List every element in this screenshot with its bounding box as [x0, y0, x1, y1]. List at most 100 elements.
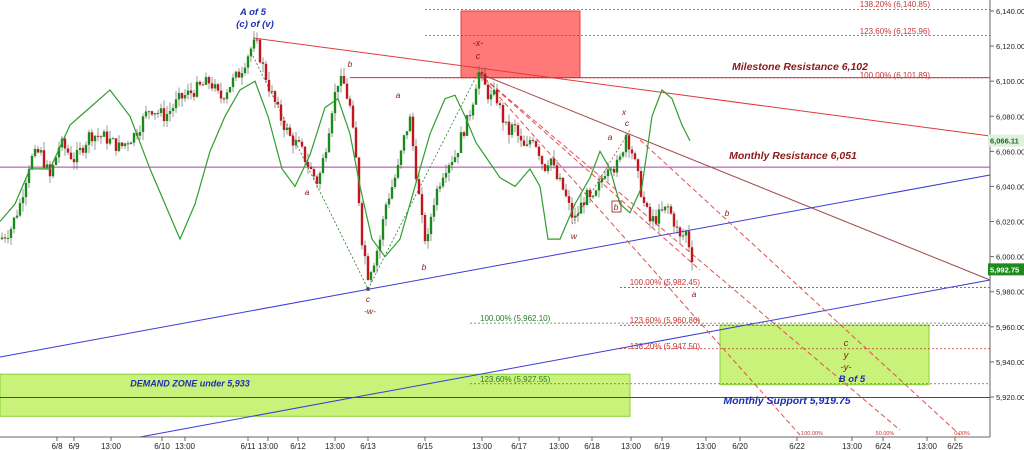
candle-body	[219, 90, 223, 99]
wave-label-4: a	[396, 90, 401, 100]
candle-body	[198, 81, 202, 85]
candle-body	[546, 165, 550, 172]
candle	[519, 128, 523, 148]
candle	[234, 70, 238, 82]
candle	[507, 114, 511, 144]
candle-body	[165, 113, 169, 122]
candle	[24, 179, 28, 206]
wave-label-9: c	[476, 51, 481, 61]
candle-body	[222, 98, 226, 100]
candle	[303, 146, 307, 166]
candle-body	[90, 132, 94, 142]
candle-body	[144, 111, 148, 117]
wave-label-16: a	[692, 289, 697, 299]
candle-body	[378, 239, 382, 251]
candle-body	[366, 256, 370, 280]
candle	[459, 126, 463, 154]
wave-label-12: a	[608, 132, 613, 142]
candle	[651, 209, 655, 228]
candle-body	[690, 247, 694, 263]
candle	[18, 198, 22, 218]
candle	[6, 230, 10, 244]
candle	[684, 229, 688, 243]
candle-body	[606, 169, 610, 177]
candle-body	[564, 189, 568, 197]
candle-body	[294, 140, 298, 146]
indicator-price-tag-box	[988, 134, 1024, 147]
candle	[204, 72, 208, 86]
candle	[3, 233, 7, 243]
wave-label-20: B of 5	[839, 374, 866, 385]
candle-body	[480, 72, 484, 74]
candle	[321, 153, 325, 174]
candle	[633, 151, 637, 161]
fib-label-7: 123.60% (5,927.55)	[480, 375, 551, 384]
fib-label-2: 100.00% (6,101.89)	[860, 71, 931, 80]
candle	[387, 193, 391, 209]
wave-label-18: y	[843, 350, 850, 361]
candle-body	[228, 87, 232, 93]
x-tick-label: 6/17	[511, 442, 527, 450]
candle-body	[63, 138, 67, 149]
candle	[177, 87, 181, 107]
candle-body	[471, 104, 475, 116]
candle-body	[177, 93, 181, 100]
candle-body	[393, 177, 397, 188]
candle-body	[456, 152, 460, 158]
candle-body	[525, 144, 529, 146]
candle	[369, 270, 373, 283]
candle-body	[465, 115, 469, 136]
candle	[21, 188, 25, 212]
candle	[468, 110, 472, 121]
candle	[579, 193, 583, 214]
candle-body	[168, 111, 172, 114]
candle-body	[156, 113, 160, 115]
candle-body	[621, 152, 625, 157]
candle-body	[678, 227, 682, 237]
candle	[243, 62, 247, 76]
candle-body	[114, 138, 118, 151]
candle-body	[519, 135, 523, 141]
milestone-resistance-label: Milestone Resistance 6,102	[732, 61, 868, 73]
indicator-price-tag-text: 6,066.11	[990, 137, 1019, 146]
wave-label-14: c	[625, 118, 630, 128]
candle	[69, 146, 73, 161]
candle	[351, 100, 355, 129]
candle-body	[270, 91, 274, 93]
candle-body	[279, 104, 283, 121]
y-tick-label: 6,120.00	[996, 42, 1024, 51]
candle-body	[321, 158, 325, 173]
x-tick-label: 6/10	[154, 442, 170, 450]
candle	[360, 200, 364, 250]
candle	[48, 160, 52, 183]
candle-body	[627, 135, 631, 150]
candle-body	[342, 75, 346, 84]
candle-body	[687, 231, 691, 248]
candle-body	[126, 143, 130, 145]
candle-body	[117, 142, 121, 151]
candle	[186, 83, 190, 100]
candle	[210, 76, 214, 92]
wave-label-1: (c) of (v)	[236, 19, 273, 30]
candle	[615, 154, 619, 178]
candle	[528, 136, 532, 148]
candle	[618, 153, 622, 163]
candle-body	[399, 150, 403, 165]
candle-body	[339, 75, 343, 86]
candle	[552, 150, 556, 169]
candle-body	[72, 159, 76, 163]
x-tick-label: 6/13	[360, 442, 376, 450]
candle	[306, 153, 310, 174]
candle-body	[210, 83, 214, 89]
candle	[12, 216, 16, 234]
candle-body	[375, 250, 379, 266]
candle	[162, 100, 166, 127]
candle-body	[510, 124, 514, 135]
candle-body	[354, 127, 358, 158]
candle	[375, 248, 379, 273]
wave-channel-line	[477, 72, 991, 281]
x-tick-label: 6/12	[290, 442, 306, 450]
candle-body	[123, 143, 127, 147]
candle-body	[162, 108, 166, 122]
